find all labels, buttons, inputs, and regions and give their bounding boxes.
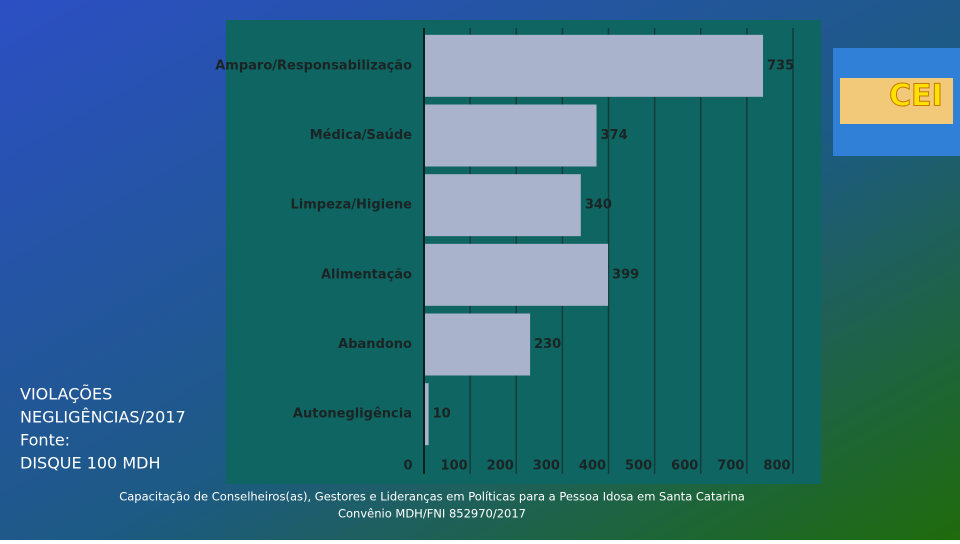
footer: Capacitação de Conselheiros(as), Gestore… — [119, 490, 745, 521]
y-tick-label: Alimentação — [321, 267, 412, 282]
footer-line: Capacitação de Conselheiros(as), Gestore… — [119, 490, 745, 504]
x-tick-label: 700 — [717, 459, 744, 474]
side-line: VIOLAÇÕES — [20, 385, 112, 404]
bar — [424, 104, 597, 167]
value-label: 399 — [612, 267, 639, 282]
x-tick-label: 400 — [579, 459, 606, 474]
x-tick-label: 500 — [625, 459, 652, 474]
x-tick-label: 0 — [403, 459, 412, 474]
bar — [424, 34, 764, 97]
value-label: 374 — [601, 128, 628, 143]
side-line: NEGLIGÊNCIAS/2017 — [20, 408, 186, 427]
side-text: VIOLAÇÕES NEGLIGÊNCIAS/2017 Fonte: DISQUE 1… — [20, 385, 186, 473]
y-tick-label: Abandono — [338, 337, 412, 352]
x-tick-label: 600 — [671, 459, 698, 474]
bar — [424, 243, 609, 306]
side-line: Fonte: — [20, 431, 70, 450]
x-tick-label: 200 — [487, 459, 514, 474]
side-line: DISQUE 100 MDH — [20, 454, 160, 473]
logo-text: CEI — [889, 79, 943, 114]
bar — [424, 383, 429, 446]
value-label: 735 — [767, 58, 794, 73]
bar — [424, 313, 531, 376]
bar — [424, 174, 581, 237]
y-tick-label: Amparo/Responsabilização — [215, 58, 412, 73]
footer-line: Convênio MDH/FNI 852970/2017 — [338, 507, 526, 521]
plot: 0 100 200 300 400 500 600 700 800 Amparo/Responsa… — [215, 28, 794, 474]
y-tick-label: Médica/Saúde — [310, 128, 412, 143]
x-tick-label: 100 — [441, 459, 468, 474]
x-tick-label: 800 — [763, 459, 790, 474]
y-tick-label: Limpeza/Higiene — [291, 198, 413, 213]
logo-image — [840, 78, 953, 124]
value-label: 230 — [534, 337, 561, 352]
value-label: 10 — [433, 407, 451, 422]
y-tick-label: Autonegligência — [293, 407, 412, 422]
value-label: 340 — [585, 198, 612, 213]
x-tick-label: 300 — [533, 459, 560, 474]
